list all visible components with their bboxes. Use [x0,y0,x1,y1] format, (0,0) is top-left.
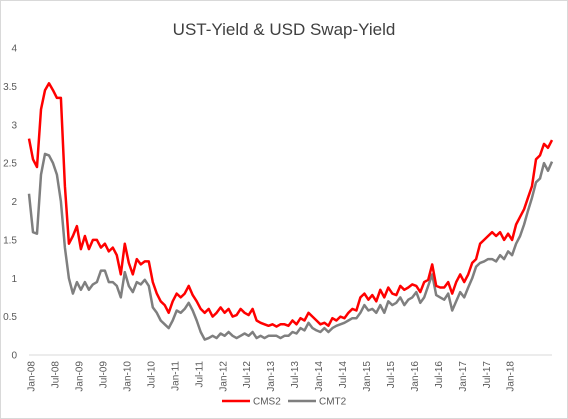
x-tick-label: Jul-09 [99,361,110,389]
x-tick-label: Jan-16 [410,361,421,392]
y-tick-label: 2.5 [3,159,17,170]
x-tick-label: Jul-13 [290,361,301,389]
x-tick-label: Jan-18 [506,361,517,392]
x-tick-label: Jul-08 [51,361,62,389]
legend-label-cmt2: CMT2 [319,397,347,408]
x-tick-label: Jul-16 [434,361,445,389]
y-tick-label: 2 [11,197,17,208]
x-tick-label: Jan-13 [266,361,277,392]
x-tick-label: Jul-17 [482,361,493,389]
x-tick-label: Jul-14 [338,361,349,389]
y-tick-label: 3.5 [3,82,17,93]
legend: CMS2 CMT2 [222,397,347,408]
series-line-cmt2 [27,152,554,341]
y-tick-label: 0 [11,351,17,362]
y-tick-label: 1 [11,274,17,285]
x-axis-labels: Jan-08 Jul-08 Jan-09 Jul-09 Jan-10 Jul-10 Jan-… [27,361,517,392]
chart-title: UST-Yield & USD Swap-Yield [172,20,396,39]
x-tick-label: Jan-12 [218,361,229,392]
x-tick-label: Jul-11 [194,361,205,388]
y-tick-label: 3 [11,120,17,131]
x-tick-label: Jan-09 [75,361,86,392]
x-tick-label: Jan-10 [122,361,133,392]
legend-label-cms2: CMS2 [253,397,281,408]
y-tick-label: 0.5 [3,312,17,323]
y-tick-label: 4 [11,44,17,55]
y-tick-label: 1.5 [3,235,17,246]
x-tick-label: Jan-17 [458,361,469,392]
series-line-cms2 [27,82,554,328]
y-axis-labels: 0 0.5 1 1.5 2 2.5 3 3.5 4 [3,44,17,362]
x-tick-label: Jan-14 [314,361,325,392]
series-group [27,82,554,341]
x-tick-label: Jul-15 [386,361,397,389]
x-tick-label: Jul-10 [146,361,157,389]
x-tick-label: Jan-11 [170,361,181,391]
x-tick-label: Jan-15 [362,361,373,392]
x-tick-label: Jan-08 [27,361,38,392]
x-tick-label: Jul-12 [242,361,253,389]
